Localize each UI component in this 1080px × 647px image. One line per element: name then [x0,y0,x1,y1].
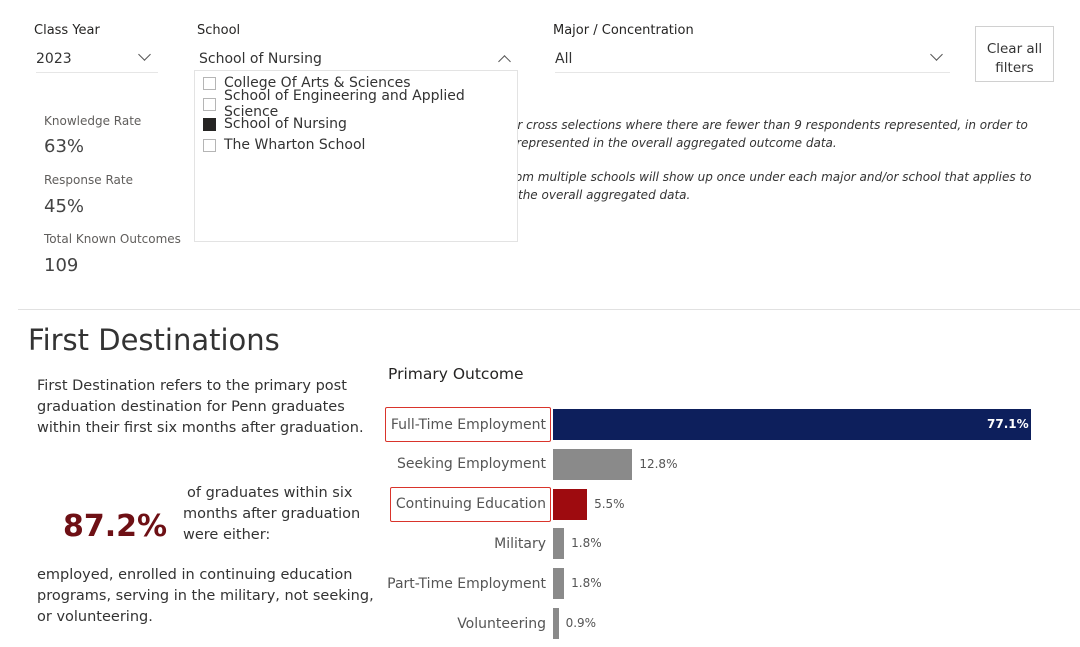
category-label-part-time-employment: Part-Time Employment [387,575,546,592]
outro-paragraph: employed, enrolled in continuing educati… [37,565,374,628]
class-year-label: Class Year [34,23,100,38]
outro-line: or volunteering. [37,609,153,625]
percentage-description: of graduates within six months after gra… [183,483,360,546]
chevron-down-icon [930,48,943,61]
school-option-label: College Of Arts & Sciences [224,75,411,91]
chevron-up-icon [498,55,511,68]
note-line: the overall aggregated data. [518,188,691,202]
data-label-military: 1.8% [571,536,602,551]
knowledge-rate-value: 63% [44,136,85,157]
response-rate-value: 45% [44,196,85,217]
school-option[interactable]: School of Nursing [203,114,347,134]
bar-volunteering[interactable] [553,608,559,639]
intro-line: First Destination refers to the primary … [37,378,347,394]
class-year-underline [36,72,158,73]
pct-text-line: were either: [183,527,271,543]
category-label-military: Military [494,535,546,552]
major-underline [555,72,950,73]
school-label: School [197,23,241,38]
school-value: School of Nursing [199,51,322,67]
knowledge-rate-label: Knowledge Rate [44,114,142,128]
response-rate-label: Response Rate [44,173,133,187]
school-options-list: College Of Arts & Sciences School of Eng… [194,70,518,242]
checkbox-icon[interactable] [203,97,216,111]
note-line: s or cross selections where there are fe… [500,118,1028,132]
highlight-box-continuing-education [389,486,551,522]
outro-line: programs, serving in the military, not s… [37,588,374,604]
bar-military[interactable] [553,528,565,560]
pct-text-line: of graduates within six [187,485,353,501]
checkbox-icon[interactable] [203,76,216,90]
major-dropdown[interactable]: All [555,46,950,72]
chart-title: Primary Outcome [388,365,524,383]
data-label-full-time-employment: 77.1% [987,417,1029,431]
total-known-outcomes-value: 109 [44,255,79,276]
clear-all-filters-button[interactable]: Clear all filters [975,26,1054,82]
major-label: Major / Concentration [553,23,694,38]
bar-continuing-education[interactable] [553,488,588,520]
major-value: All [555,51,573,67]
checkbox-icon[interactable] [203,138,216,152]
school-option-label: The Wharton School [224,137,366,153]
data-label-part-time-employment: 1.8% [571,576,602,591]
pct-text-line: months after graduation [183,506,361,522]
graduates-percentage: 87.2% [63,509,168,544]
note-line: re represented in the overall aggregated… [500,136,837,150]
section-title: First Destinations [28,323,280,357]
intro-line: within their first six months after grad… [37,420,364,436]
outro-line: employed, enrolled in continuing educati… [37,567,353,583]
data-label-continuing-education: 5.5% [594,496,625,511]
category-label-volunteering: Volunteering [457,615,546,632]
category-label-continuing-education: Continuing Education [395,496,546,513]
school-option[interactable]: College Of Arts & Sciences [203,73,411,93]
intro-line: graduation destination for Penn graduate… [37,399,345,415]
data-label-volunteering: 0.9% [565,616,597,630]
class-year-dropdown[interactable]: 2023 [36,46,158,72]
category-label-seeking-employment: Seeking Employment [396,456,546,473]
data-label-seeking-employment: 12.8% [639,456,678,471]
clear-button-line1: Clear all [986,40,1043,57]
checkbox-checked-icon[interactable] [203,117,216,131]
clear-button-line2: filters [995,59,1034,76]
chevron-down-icon [138,48,151,61]
school-dropdown[interactable]: School of Nursing [198,46,518,70]
school-option-label: School of Engineering and Applied Scienc… [224,88,465,120]
note-line: rom multiple schools will show up once u… [510,170,1032,184]
bar-full-time-employment[interactable] [553,409,1031,440]
total-known-outcomes-label: Total Known Outcomes [44,232,181,246]
school-option[interactable]: The Wharton School [203,135,365,155]
category-label-full-time-employment: Full-Time Employment [390,416,546,433]
highlight-box-full-time-employment [384,407,551,442]
school-option-label: School of Nursing [224,116,347,132]
section-divider [18,309,1080,310]
intro-paragraph: First Destination refers to the primary … [37,376,364,439]
school-option[interactable]: School of Engineering and Applied Scienc… [203,88,517,120]
class-year-value: 2023 [36,51,72,67]
bar-part-time-employment[interactable] [553,568,565,600]
bar-seeking-employment[interactable] [553,448,633,480]
